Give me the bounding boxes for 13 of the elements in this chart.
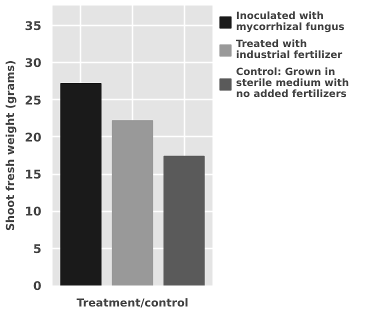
y-tick-label: 25 bbox=[24, 93, 42, 108]
x-axis-title: Treatment/control bbox=[76, 296, 188, 310]
legend-label: Inoculated with mycorrhizal fungus bbox=[236, 11, 344, 33]
y-tick-label: 35 bbox=[24, 19, 42, 34]
legend-label: Control: Grown in sterile medium with no added fertilizers bbox=[236, 67, 349, 100]
y-tick-label: 20 bbox=[24, 130, 42, 144]
y-tick-label: 5 bbox=[33, 242, 42, 256]
legend-label: Treated with industrial fertilizer bbox=[236, 39, 342, 61]
y-axis-title: Shoot fresh weight (grams) bbox=[4, 60, 17, 231]
y-tick-label: 30 bbox=[24, 56, 42, 70]
y-tick-label: 10 bbox=[24, 204, 42, 219]
y-tick-label: 0 bbox=[33, 279, 42, 293]
y-tick-label: 15 bbox=[24, 168, 42, 182]
